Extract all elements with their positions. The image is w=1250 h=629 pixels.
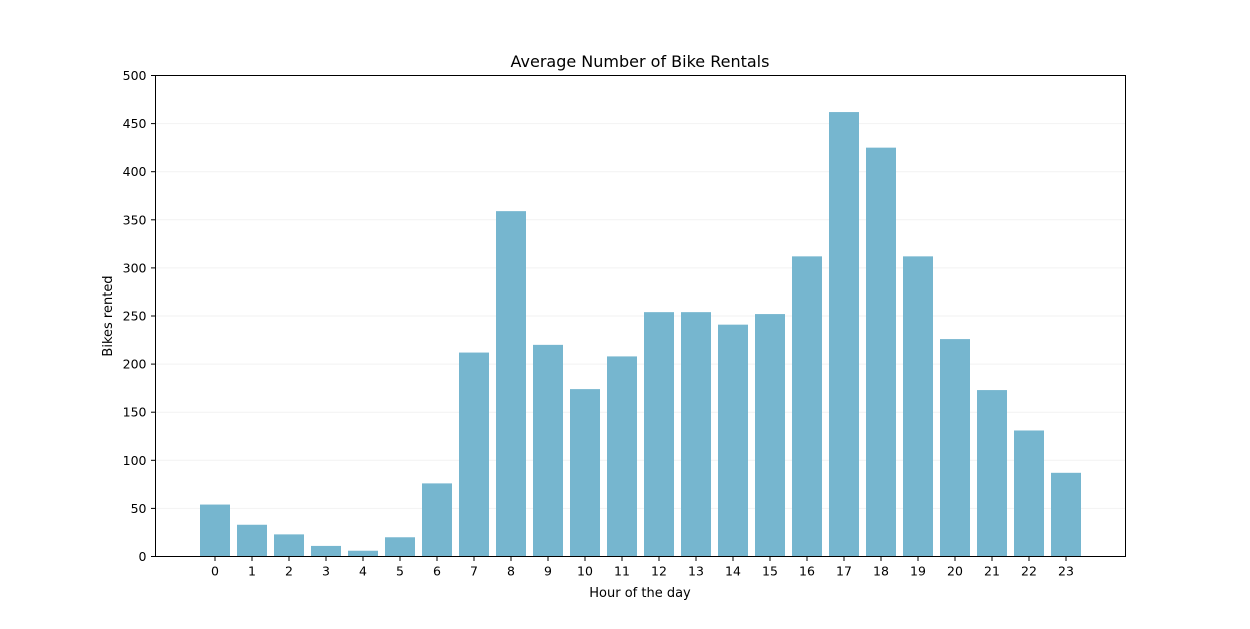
x-tick-label: 6	[433, 564, 441, 579]
x-tick-label: 4	[359, 564, 367, 579]
bar-hour-0	[200, 504, 230, 557]
grid-lines	[155, 123, 1126, 509]
bar-hour-7	[459, 352, 489, 557]
bar-hour-11	[607, 356, 637, 557]
bar-hour-3	[311, 545, 341, 557]
y-tick-label: 500	[123, 68, 147, 83]
x-tick-label: 7	[470, 564, 478, 579]
y-axis-label: Bikes rented	[101, 275, 116, 356]
bar-hour-10	[570, 389, 600, 557]
y-tick-label: 250	[123, 309, 147, 324]
bar-hour-1	[237, 524, 267, 557]
y-tick-label: 0	[139, 549, 147, 564]
y-tick-label: 400	[123, 164, 147, 179]
bar-hour-15	[755, 314, 785, 557]
x-tick-label: 2	[285, 564, 293, 579]
y-tick-label: 150	[123, 405, 147, 420]
y-tick-label: 350	[123, 212, 147, 227]
chart-title: Average Number of Bike Rentals	[511, 52, 770, 71]
x-tick-label: 22	[1021, 564, 1037, 579]
x-tick-label: 16	[799, 564, 815, 579]
x-tick-label: 10	[577, 564, 593, 579]
bar-hour-2	[274, 534, 304, 557]
bar-hour-5	[385, 537, 415, 557]
x-tick-label: 21	[984, 564, 1000, 579]
bar-hour-18	[866, 147, 896, 557]
bar-hour-4	[348, 550, 378, 557]
bar-hour-20	[940, 339, 970, 557]
bar-hour-23	[1051, 472, 1081, 557]
y-tick-label: 50	[131, 501, 147, 516]
x-tick-label: 5	[396, 564, 404, 579]
x-tick-label: 8	[507, 564, 515, 579]
y-tick-label: 100	[123, 453, 147, 468]
bars	[200, 112, 1081, 557]
y-tick-label: 450	[123, 116, 147, 131]
bar-hour-8	[496, 211, 526, 557]
x-tick-label: 17	[836, 564, 852, 579]
bar-hour-16	[792, 256, 822, 557]
x-tick-label: 1	[248, 564, 256, 579]
x-tick-label: 12	[651, 564, 667, 579]
x-tick-label: 14	[725, 564, 741, 579]
x-tick-label: 23	[1058, 564, 1074, 579]
x-tick-label: 20	[947, 564, 963, 579]
x-axis-label: Hour of the day	[589, 586, 691, 601]
x-tick-label: 0	[211, 564, 219, 579]
x-tick-label: 18	[873, 564, 889, 579]
x-tick-label: 3	[322, 564, 330, 579]
bar-hour-14	[718, 324, 748, 557]
bar-hour-12	[644, 312, 674, 557]
x-tick-label: 15	[762, 564, 778, 579]
x-tick-label: 19	[910, 564, 926, 579]
x-tick-label: 9	[544, 564, 552, 579]
bar-hour-13	[681, 312, 711, 557]
x-tick-label: 13	[688, 564, 704, 579]
bar-hour-22	[1014, 430, 1044, 557]
bar-hour-21	[977, 390, 1007, 557]
y-tick-label: 300	[123, 260, 147, 275]
x-axis-ticks: 0 1 2 3 4 5 6 7 8 9 10 11 12 13 14 15 16 17 18 19 20 21 22 23	[211, 556, 1074, 579]
bar-hour-17	[829, 112, 859, 557]
bar-hour-19	[903, 256, 933, 557]
x-tick-label: 11	[614, 564, 630, 579]
bar-hour-6	[422, 483, 452, 557]
y-axis-ticks: 0 50 100 150 200 250 300 350 400 450 500	[123, 68, 156, 564]
bar-hour-9	[533, 344, 563, 557]
y-tick-label: 200	[123, 357, 147, 372]
